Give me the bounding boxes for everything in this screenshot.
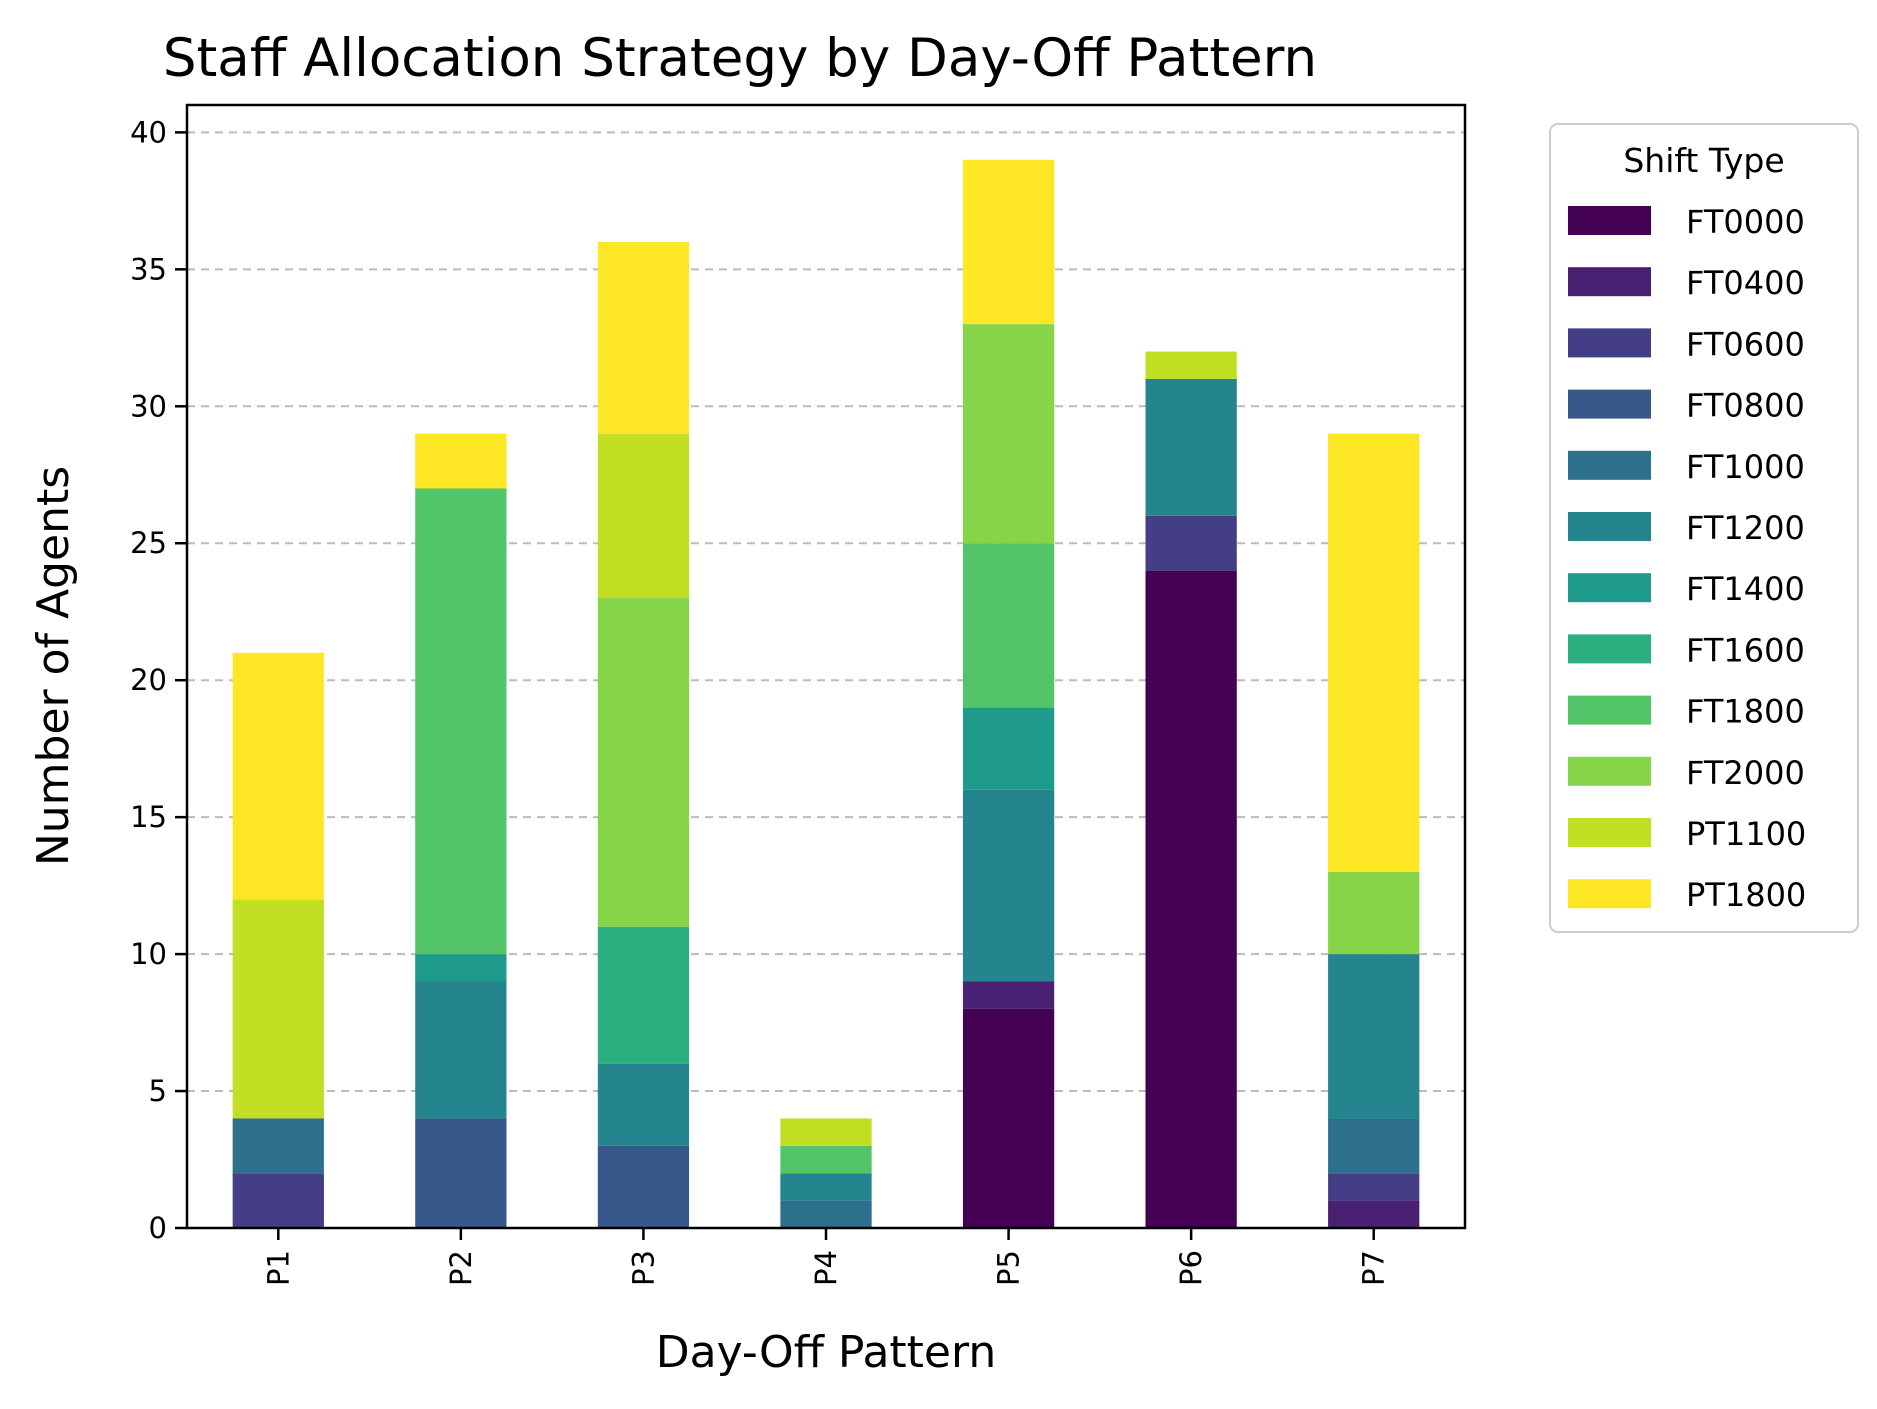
x-tick-label: P5 bbox=[992, 1250, 1026, 1286]
bar-segment-pt1100-p3 bbox=[597, 433, 690, 599]
legend-swatch-ft1400 bbox=[1568, 573, 1651, 603]
bar-segment-pt1100-p4 bbox=[780, 1118, 872, 1146]
x-tick-label: P6 bbox=[1174, 1250, 1208, 1286]
legend-label-ft1800: FT1800 bbox=[1686, 693, 1805, 731]
x-axis-label: Day-Off Pattern bbox=[656, 1327, 996, 1378]
legend-label-ft1200: FT1200 bbox=[1686, 509, 1805, 547]
bar-segment-ft1200-p5 bbox=[962, 789, 1055, 982]
bar-segment-ft1200-p4 bbox=[780, 1173, 872, 1201]
bar-segment-ft0600-p7 bbox=[1328, 1173, 1420, 1201]
bar-segment-ft1800-p4 bbox=[780, 1145, 872, 1174]
bar-segment-ft1000-p1 bbox=[232, 1118, 324, 1174]
legend-label-ft2000: FT2000 bbox=[1686, 754, 1805, 792]
plot-frame bbox=[185, 103, 1467, 1230]
legend-label-ft1000: FT1000 bbox=[1686, 448, 1805, 486]
x-tick-label: P3 bbox=[626, 1250, 660, 1286]
bar-segment-pt1800-p1 bbox=[232, 652, 324, 900]
legend-title: Shift Type bbox=[1623, 141, 1784, 180]
legend-label-ft1400: FT1400 bbox=[1686, 570, 1805, 608]
y-tick-label: 30 bbox=[130, 389, 167, 423]
bar-segment-pt1800-p7 bbox=[1328, 433, 1420, 872]
y-tick-label: 40 bbox=[130, 115, 167, 149]
legend: Shift Type FT0000 FT0400 FT0600 FT0800 FT100… bbox=[1549, 123, 1859, 933]
legend-label-ft0600: FT0600 bbox=[1686, 325, 1805, 363]
legend-swatch-ft0800 bbox=[1568, 389, 1651, 419]
bar-segment-pt1800-p5 bbox=[962, 159, 1055, 325]
y-axis: 0 5 10 15 20 25 30 35 40 bbox=[130, 115, 187, 1245]
y-tick-label: 35 bbox=[130, 252, 167, 286]
chart-title: Staff Allocation Strategy by Day-Off Pat… bbox=[163, 28, 1317, 89]
bar-segment-ft1600-p3 bbox=[597, 926, 690, 1064]
x-tick-label: P7 bbox=[1357, 1250, 1391, 1286]
bar-segment-ft1200-p2 bbox=[415, 981, 507, 1119]
x-axis: P1 P2 P3 P4 P5 P6 P7 bbox=[261, 1228, 1391, 1286]
x-tick-label: P2 bbox=[444, 1250, 478, 1286]
bar-segment-ft1200-p3 bbox=[597, 1063, 690, 1146]
y-tick-label: 0 bbox=[149, 1211, 167, 1245]
legend-label-pt1100: PT1100 bbox=[1686, 815, 1806, 853]
y-tick-label: 15 bbox=[130, 800, 167, 834]
legend-swatch-ft1600 bbox=[1568, 634, 1651, 664]
legend-swatch-pt1100 bbox=[1568, 818, 1651, 847]
bar-segment-ft1200-p7 bbox=[1328, 954, 1420, 1119]
legend-box bbox=[1549, 123, 1859, 933]
legend-swatch-ft1800 bbox=[1568, 695, 1651, 725]
y-tick-label: 5 bbox=[149, 1074, 167, 1108]
bar-segment-pt1800-p2 bbox=[415, 433, 507, 489]
legend-label-pt1800: PT1800 bbox=[1686, 876, 1806, 914]
bar-segment-ft2000-p7 bbox=[1328, 871, 1420, 955]
y-tick-label: 10 bbox=[130, 937, 167, 971]
bars bbox=[232, 159, 1420, 1228]
bar-segment-ft1400-p5 bbox=[962, 707, 1055, 790]
bar-segment-ft2000-p5 bbox=[962, 324, 1055, 544]
bar-segment-ft0400-p5 bbox=[962, 981, 1055, 1009]
x-tick-label: P4 bbox=[809, 1250, 843, 1286]
bar-segment-ft1000-p7 bbox=[1328, 1118, 1420, 1174]
bar-segment-ft0000-p5 bbox=[962, 1008, 1055, 1228]
y-tick-label: 20 bbox=[130, 663, 167, 697]
legend-swatch-ft2000 bbox=[1568, 756, 1651, 786]
y-axis-label: Number of Agents bbox=[28, 466, 79, 866]
bar-segment-ft1000-p4 bbox=[780, 1200, 872, 1228]
legend-swatch-ft0600 bbox=[1568, 328, 1651, 358]
bar-segment-pt1800-p3 bbox=[597, 241, 690, 434]
legend-swatch-ft0400 bbox=[1568, 267, 1651, 297]
bar-segment-ft0400-p7 bbox=[1328, 1200, 1420, 1228]
bar-segment-ft1200-p6 bbox=[1145, 378, 1237, 516]
bar-segment-ft0600-p6 bbox=[1145, 515, 1237, 571]
legend-swatch-ft0000 bbox=[1568, 206, 1651, 235]
bar-segment-ft1800-p5 bbox=[962, 543, 1055, 708]
bar-segment-ft0000-p6 bbox=[1145, 570, 1237, 1228]
y-tick-label: 25 bbox=[130, 526, 167, 560]
bar-segment-ft1400-p2 bbox=[415, 954, 507, 982]
legend-label-ft1600: FT1600 bbox=[1686, 631, 1805, 669]
grid-lines bbox=[187, 131, 1465, 1093]
bar-segment-pt1100-p6 bbox=[1145, 351, 1237, 379]
legend-swatch-pt1800 bbox=[1568, 879, 1651, 909]
bar-segment-ft0800-p2 bbox=[415, 1118, 507, 1228]
bar-segment-ft0800-p3 bbox=[597, 1145, 690, 1228]
legend-label-ft0800: FT0800 bbox=[1686, 387, 1805, 425]
legend-label-ft0400: FT0400 bbox=[1686, 264, 1805, 302]
legend-label-ft0000: FT0000 bbox=[1686, 203, 1805, 241]
bar-segment-ft2000-p3 bbox=[597, 598, 690, 927]
legend-swatch-ft1000 bbox=[1568, 450, 1651, 480]
x-tick-label: P1 bbox=[261, 1250, 295, 1286]
legend-swatch-ft1200 bbox=[1568, 512, 1651, 541]
bar-segment-ft0600-p1 bbox=[232, 1173, 324, 1228]
bar-segment-pt1100-p1 bbox=[232, 899, 324, 1119]
bar-segment-ft1800-p2 bbox=[415, 488, 507, 955]
